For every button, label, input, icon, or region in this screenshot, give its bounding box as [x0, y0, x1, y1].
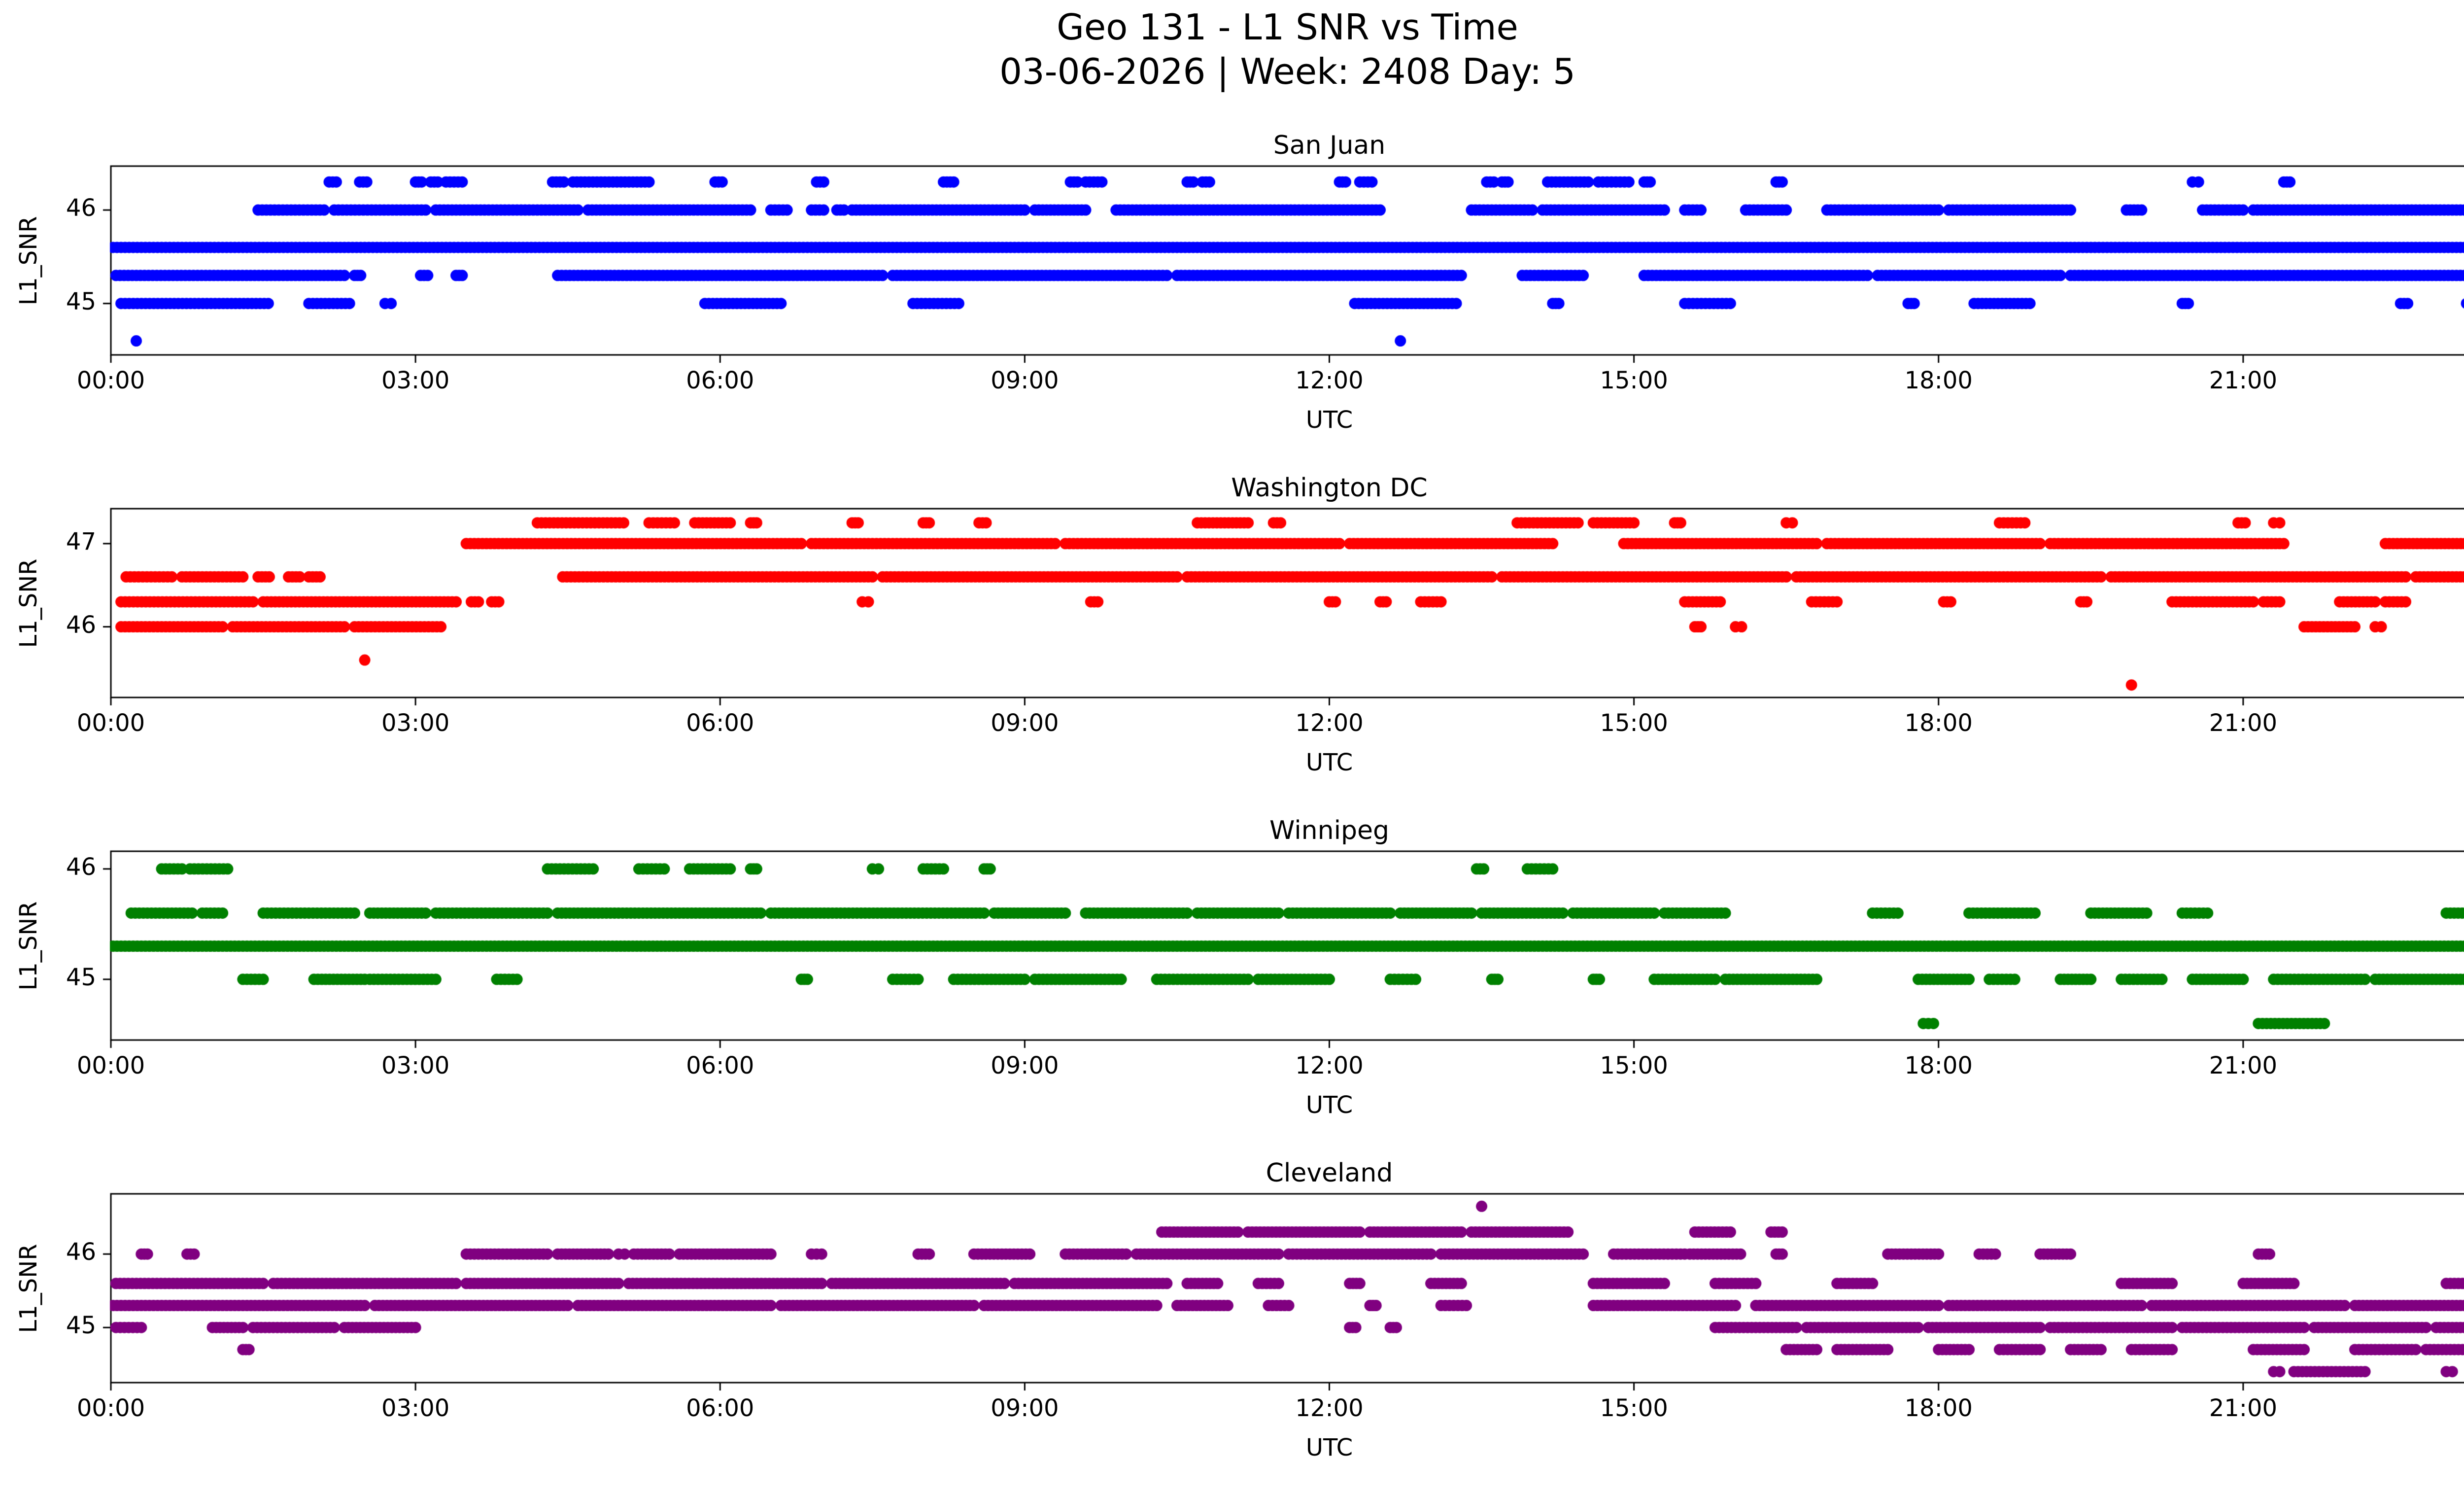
x-tick-label-san-juan: 21:00	[2209, 367, 2278, 394]
y-tick-label-washington-dc: 47	[66, 527, 96, 556]
x-tick-label-cleveland: 00:00	[76, 1394, 145, 1422]
x-tick-label-winnipeg: 21:00	[2209, 1052, 2278, 1079]
x-tick-label-washington-dc: 06:00	[686, 709, 754, 737]
x-tick-label-san-juan: 18:00	[1904, 367, 1973, 394]
x-tick-label-cleveland: 09:00	[991, 1394, 1059, 1422]
y-axis-label-cleveland: L1_SNR	[15, 1243, 42, 1333]
x-tick-label-washington-dc: 21:00	[2209, 709, 2278, 737]
x-tick-label-winnipeg: 09:00	[991, 1052, 1059, 1079]
x-tick-label-san-juan: 15:00	[1600, 367, 1668, 394]
x-tick-label-san-juan: 09:00	[991, 367, 1059, 394]
x-tick-label-winnipeg: 00:00	[76, 1052, 145, 1079]
x-tick-label-cleveland: 21:00	[2209, 1394, 2278, 1422]
y-axis-label-washington-dc: L1_SNR	[15, 558, 42, 648]
x-tick-label-washington-dc: 00:00	[76, 709, 145, 737]
x-tick-label-san-juan: 00:00	[76, 367, 145, 394]
x-axis-label-washington-dc: UTC	[1305, 749, 1353, 776]
subplot-title-winnipeg: Winnipeg	[1269, 816, 1390, 845]
y-tick-label-san-juan: 46	[66, 194, 96, 222]
y-tick-label-san-juan: 45	[66, 287, 96, 315]
x-tick-label-cleveland: 03:00	[381, 1394, 450, 1422]
figure-title-line1: Geo 131 - L1 SNR vs Time	[1057, 6, 1518, 48]
x-tick-label-cleveland: 06:00	[686, 1394, 754, 1422]
x-axis-label-san-juan: UTC	[1305, 406, 1353, 434]
x-tick-label-winnipeg: 18:00	[1904, 1052, 1973, 1079]
subplot-title-san-juan: San Juan	[1273, 131, 1386, 160]
subplot-title-washington-dc: Washington DC	[1231, 473, 1428, 503]
y-axis-label-san-juan: L1_SNR	[15, 215, 42, 306]
x-tick-label-winnipeg: 15:00	[1600, 1052, 1668, 1079]
x-tick-label-san-juan: 03:00	[381, 367, 450, 394]
y-tick-label-winnipeg: 45	[66, 963, 96, 991]
x-tick-label-winnipeg: 06:00	[686, 1052, 754, 1079]
x-tick-label-washington-dc: 09:00	[991, 709, 1059, 737]
figure-title-line2: 03-06-2026 | Week: 2408 Day: 5	[999, 51, 1575, 92]
x-tick-label-winnipeg: 12:00	[1295, 1052, 1364, 1079]
x-axis-label-cleveland: UTC	[1305, 1434, 1353, 1461]
y-tick-label-winnipeg: 46	[66, 853, 96, 881]
x-tick-label-washington-dc: 03:00	[381, 709, 450, 737]
x-tick-label-washington-dc: 12:00	[1295, 709, 1364, 737]
subplot-title-cleveland: Cleveland	[1266, 1158, 1393, 1188]
x-tick-label-winnipeg: 03:00	[381, 1052, 450, 1079]
y-tick-label-cleveland: 45	[66, 1312, 96, 1340]
x-tick-label-san-juan: 12:00	[1295, 367, 1364, 394]
x-tick-label-washington-dc: 18:00	[1904, 709, 1973, 737]
x-tick-label-cleveland: 12:00	[1295, 1394, 1364, 1422]
x-axis-label-winnipeg: UTC	[1305, 1091, 1353, 1119]
x-tick-label-washington-dc: 15:00	[1600, 709, 1668, 737]
figure-title: Geo 131 - L1 SNR vs Time 03-06-2026 | We…	[0, 5, 2464, 94]
y-tick-label-washington-dc: 46	[66, 611, 96, 639]
y-tick-label-cleveland: 46	[66, 1238, 96, 1266]
x-tick-label-san-juan: 06:00	[686, 367, 754, 394]
x-tick-label-cleveland: 18:00	[1904, 1394, 1973, 1422]
x-tick-label-cleveland: 15:00	[1600, 1394, 1668, 1422]
y-axis-label-winnipeg: L1_SNR	[15, 901, 42, 991]
